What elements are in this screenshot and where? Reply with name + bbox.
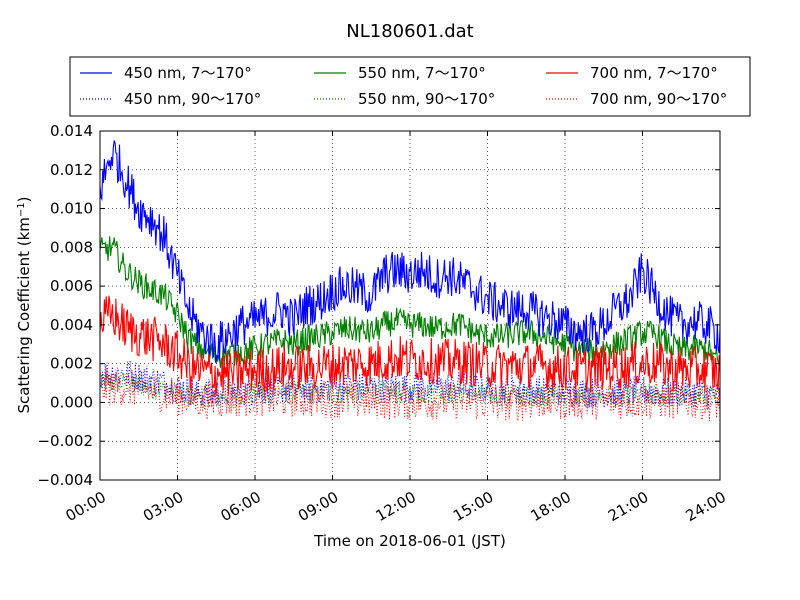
series-line <box>100 371 720 411</box>
y-tick-label: −0.004 <box>37 471 93 489</box>
legend-label: 450 nm, 7～170° <box>124 64 252 82</box>
series-line <box>100 295 720 396</box>
y-axis-label-exp: −1 <box>16 202 27 217</box>
y-tick-label: 0.014 <box>50 122 93 140</box>
series-line <box>100 140 720 364</box>
legend: 450 nm, 7～170° 450 nm, 90～170° 550 nm, 7～1… <box>69 56 751 117</box>
series-line <box>100 236 720 369</box>
y-tick-label: 0.006 <box>50 277 93 295</box>
legend-label: 550 nm, 90～170° <box>358 90 495 108</box>
y-tick-label: 0.010 <box>50 200 93 218</box>
series-line <box>100 367 720 422</box>
series-line <box>100 360 720 410</box>
series-layer <box>100 140 720 422</box>
y-axis-label: Scattering Coefficient (km−1) <box>15 196 33 413</box>
legend-label: 700 nm, 7～170° <box>590 64 718 82</box>
legend-label: 450 nm, 90～170° <box>124 90 261 108</box>
y-tick-label: 0.002 <box>50 355 93 373</box>
x-axis-label: Time on 2018-06-01 (JST) <box>313 532 506 550</box>
y-tick-label: 0.004 <box>50 316 93 334</box>
ticks <box>99 130 721 481</box>
y-tick-label: 0.000 <box>50 393 93 411</box>
y-tick-label: −0.002 <box>37 432 93 450</box>
y-axis-label-main: Scattering Coefficient (km <box>15 217 33 413</box>
legend-label: 550 nm, 7～170° <box>358 64 486 82</box>
y-tick-label: 0.012 <box>50 161 93 179</box>
chart-title: NL180601.dat <box>346 21 473 42</box>
legend-frame <box>69 56 751 117</box>
legend-label: 700 nm, 90～170° <box>590 90 727 108</box>
y-axis-label-close: ) <box>15 196 33 202</box>
y-tick-label: 0.008 <box>50 238 93 256</box>
